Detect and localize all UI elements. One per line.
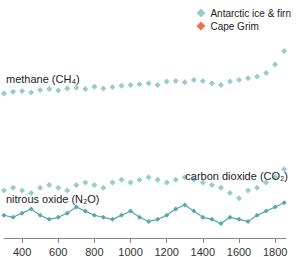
svg-text:1000: 1000 bbox=[118, 246, 142, 257]
svg-text:600: 600 bbox=[49, 246, 67, 257]
svg-text:carbon dioxide (CO₂): carbon dioxide (CO₂) bbox=[185, 170, 288, 182]
svg-text:1200: 1200 bbox=[154, 246, 178, 257]
svg-text:400: 400 bbox=[13, 246, 31, 257]
svg-text:Antarctic ice & firn: Antarctic ice & firn bbox=[210, 8, 291, 19]
svg-text:Cape Grim: Cape Grim bbox=[210, 21, 258, 32]
svg-text:1600: 1600 bbox=[227, 246, 251, 257]
svg-text:800: 800 bbox=[85, 246, 103, 257]
svg-text:1400: 1400 bbox=[191, 246, 215, 257]
svg-text:methane (CH₄): methane (CH₄) bbox=[6, 73, 80, 85]
svg-text:nitrous oxide (N₂O): nitrous oxide (N₂O) bbox=[6, 193, 100, 205]
svg-text:1800: 1800 bbox=[263, 246, 287, 257]
